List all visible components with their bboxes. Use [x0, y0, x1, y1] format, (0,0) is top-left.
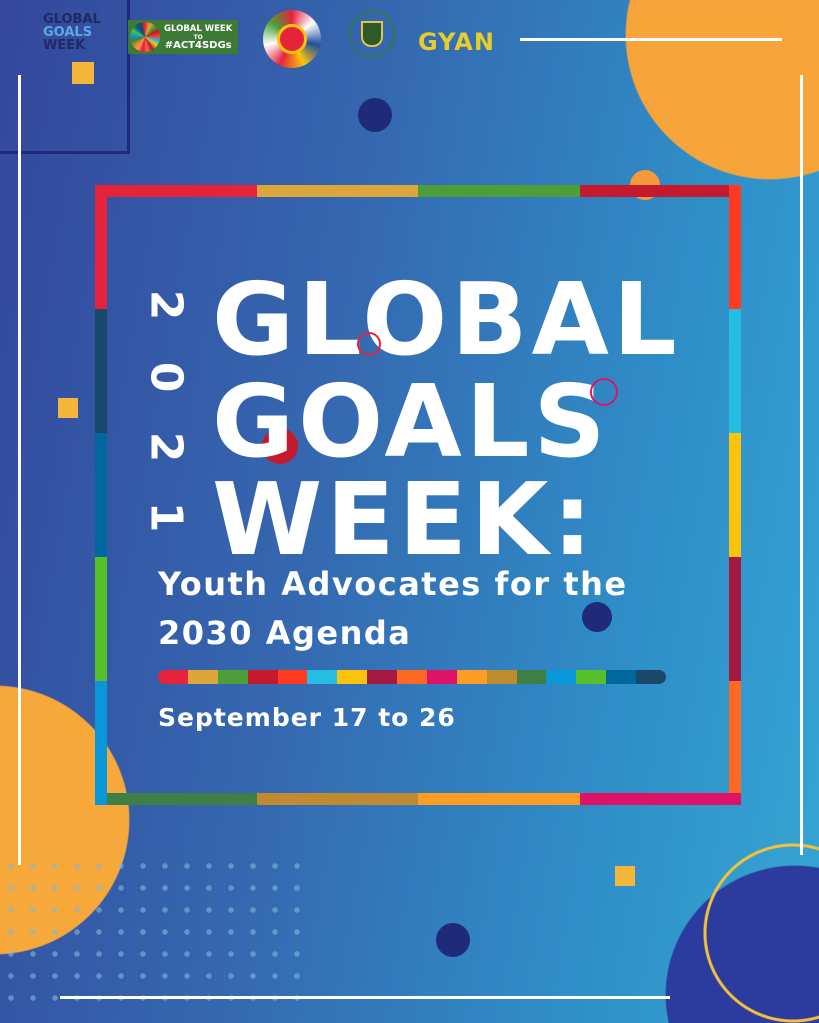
frame-segment: [729, 681, 741, 805]
sdg-color-stripe: [158, 670, 666, 684]
stripe-segment: [606, 670, 636, 684]
orange-circle-top-right: [625, 0, 819, 180]
logo-text: GLOBAL WEEK: [164, 23, 233, 34]
logo-text: #ACT4SDGs: [164, 39, 232, 51]
frame-segment: [418, 185, 580, 197]
navy-dot: [358, 98, 392, 132]
global-goals-week-logo: GLOBAL GOALS WEEK: [43, 13, 101, 52]
stripe-segment: [426, 670, 457, 684]
frame-segment: [256, 793, 418, 805]
logo-text: TO: [193, 33, 203, 41]
frame-segment: [95, 681, 107, 805]
pink-ring: [590, 378, 618, 406]
yellow-ring-bottom-right: [703, 843, 819, 1023]
subtitle-line-2: 2030 Agenda: [158, 614, 412, 652]
stripe-segment: [247, 670, 278, 684]
frame-segment: [256, 185, 418, 197]
frame-segment: [579, 793, 741, 805]
frame-segment: [729, 433, 741, 557]
frame-segment: [729, 557, 741, 681]
shield-icon: [361, 21, 383, 47]
asean-emblem-icon: [277, 24, 307, 54]
asean-logo: [263, 10, 321, 68]
year-digit: 2: [140, 431, 192, 463]
yellow-square: [615, 866, 635, 886]
sdg-color-frame: [95, 185, 741, 805]
frame-segment: [95, 557, 107, 681]
navy-dot: [582, 602, 612, 632]
logo-text: GLOBAL: [43, 12, 101, 27]
event-date: September 17 to 26: [158, 703, 456, 732]
stripe-segment: [397, 670, 427, 684]
act4sdgs-logo: GLOBAL WEEK TO #ACT4SDGs: [128, 20, 238, 54]
frame-segment: [95, 793, 257, 805]
frame-segment: [95, 185, 257, 197]
frame-segment: [418, 793, 580, 805]
frame-segment: [95, 185, 107, 309]
white-line-bottom: [60, 996, 670, 999]
school-crest-logo: [348, 10, 396, 58]
title-week: WEEK:: [212, 461, 597, 578]
stripe-segment: [337, 670, 368, 684]
navy-dot: [436, 923, 470, 957]
logo-text: WEEK: [43, 38, 86, 53]
year-digit: 2: [140, 289, 192, 321]
white-line-right: [800, 75, 803, 855]
white-line-top: [520, 38, 782, 41]
year-digit: 1: [140, 501, 192, 533]
stripe-segment: [217, 670, 248, 684]
stripe-segment: [546, 670, 577, 684]
yellow-square: [72, 62, 94, 84]
frame-segment: [729, 309, 741, 433]
red-ring: [357, 332, 381, 356]
frame-segment: [95, 309, 107, 433]
frame-segment: [729, 185, 741, 309]
corner-box: [0, 0, 130, 154]
stripe-segment: [367, 670, 397, 684]
stripe-segment: [158, 670, 188, 684]
frame-segment: [95, 433, 107, 557]
title-goals: GOALS: [212, 363, 610, 480]
red-dot: [262, 428, 298, 464]
stripe-segment: [486, 670, 517, 684]
subtitle-line-1: Youth Advocates for the: [158, 565, 628, 603]
logo-text: GOALS: [43, 25, 93, 40]
stripe-segment: [636, 670, 666, 684]
stripe-segment: [576, 670, 607, 684]
sdg-wheel-icon: [130, 22, 160, 52]
yellow-square: [58, 398, 78, 418]
stripe-segment: [277, 670, 308, 684]
title-global: GLOBAL: [212, 261, 681, 378]
frame-segment: [579, 185, 741, 197]
gyan-logo: GYAN: [418, 28, 495, 56]
stripe-segment: [187, 670, 218, 684]
year-digit: 0: [140, 361, 192, 393]
stripe-segment: [307, 670, 338, 684]
stripe-segment: [516, 670, 547, 684]
dot-pattern: [0, 855, 300, 1005]
white-line-left: [18, 75, 21, 865]
stripe-segment: [456, 670, 487, 684]
